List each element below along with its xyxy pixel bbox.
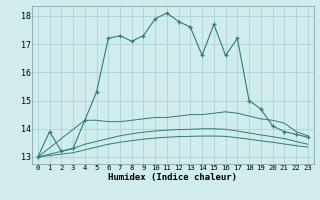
X-axis label: Humidex (Indice chaleur): Humidex (Indice chaleur): [108, 173, 237, 182]
